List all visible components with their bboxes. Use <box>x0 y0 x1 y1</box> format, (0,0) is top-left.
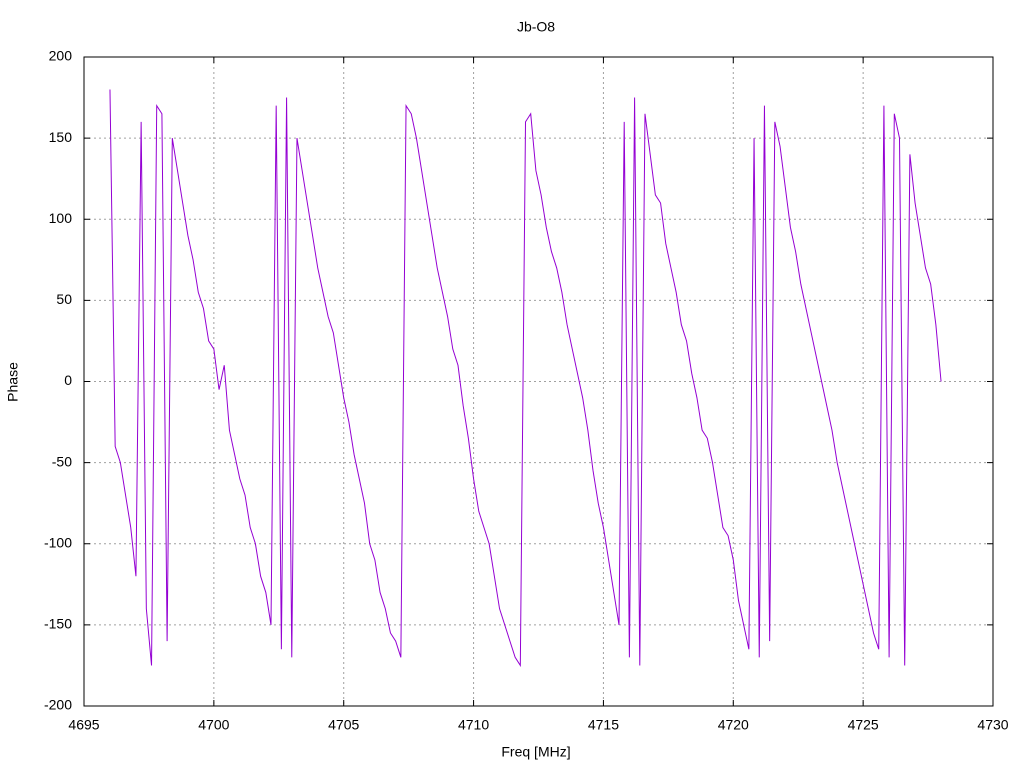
x-axis-label: Freq [MHz] <box>501 744 570 760</box>
x-tick-label: 4720 <box>718 717 749 733</box>
x-tick-label: 4705 <box>328 717 359 733</box>
y-tick-label: 0 <box>64 372 72 388</box>
y-tick-label: 100 <box>49 210 73 226</box>
y-tick-label: -150 <box>44 616 72 632</box>
y-tick-label: 200 <box>49 48 73 64</box>
y-tick-label: -100 <box>44 534 72 550</box>
x-tick-label: 4715 <box>588 717 619 733</box>
plot-frame <box>83 56 994 707</box>
y-tick-label: 150 <box>49 129 73 145</box>
x-tick-label: 4725 <box>848 717 879 733</box>
x-tick-label: 4700 <box>198 717 229 733</box>
y-tick-label: -200 <box>44 697 72 713</box>
data-line <box>109 89 942 668</box>
y-tick-label: 50 <box>56 291 72 307</box>
y-axis-label: Phase <box>5 362 21 402</box>
x-tick-label: 4730 <box>977 717 1008 733</box>
x-tick-label: 4695 <box>68 717 99 733</box>
y-tick-label: -50 <box>52 453 72 469</box>
x-tick-label: 4710 <box>458 717 489 733</box>
chart-title: Jb-O8 <box>517 19 555 35</box>
